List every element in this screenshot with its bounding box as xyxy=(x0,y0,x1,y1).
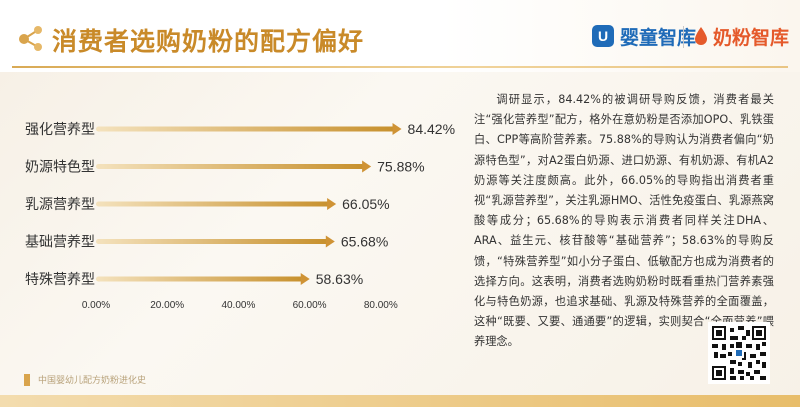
brand-secondary: 奶粉智库 xyxy=(695,22,789,50)
x-tick-label: 60.00% xyxy=(293,300,327,311)
bar-end-marker xyxy=(325,235,335,248)
value-label: 66.05% xyxy=(342,196,389,212)
category-label: 奶源特色型 xyxy=(25,159,95,176)
bar xyxy=(96,126,397,132)
value-label: 65.68% xyxy=(341,234,388,250)
share-nodes-icon xyxy=(19,26,42,51)
footer-marker xyxy=(24,373,30,386)
header-divider xyxy=(12,66,788,68)
value-label: 84.42% xyxy=(408,121,455,137)
bar xyxy=(96,201,332,207)
brand-secondary-text: 奶粉智库 xyxy=(713,27,790,49)
milk-drop-icon xyxy=(695,27,707,45)
qr-code-icon xyxy=(708,322,770,384)
category-label: 基础营养型 xyxy=(25,234,95,251)
bar-chart: 强化营养型 84.42% 奶源特色型 75.88% 乳源营养型 66.05% 基础营养型 65… xyxy=(8,82,458,382)
brand-primary: U 婴童智库 xyxy=(592,22,696,50)
page-title: 消费者选购奶粉的配方偏好 xyxy=(52,28,365,56)
analysis-paragraph: 调研显示，84.42%的被调研导购反馈，消费者最关注“强化营养型”配方，格外在意… xyxy=(474,93,774,349)
bar-chart-svg: 强化营养型 84.42% 奶源特色型 75.88% 乳源营养型 66.05% 基础营养型 65… xyxy=(25,121,455,311)
x-tick-label: 40.00% xyxy=(221,300,255,311)
bar-end-marker xyxy=(362,160,372,173)
bottom-accent-bar xyxy=(0,395,800,407)
x-tick-label: 0.00% xyxy=(82,300,110,311)
category-label: 乳源营养型 xyxy=(25,197,95,213)
value-label: 75.88% xyxy=(377,159,424,175)
bar-end-marker xyxy=(392,123,402,135)
category-label: 特殊营养型 xyxy=(25,272,95,288)
bar-end-marker xyxy=(327,198,337,210)
footer-text: 中国婴幼儿配方奶粉进化史 xyxy=(38,376,147,386)
value-label: 58.63% xyxy=(316,271,363,287)
x-tick-label: 20.00% xyxy=(150,300,184,311)
brand-primary-text: 婴童智库 xyxy=(620,27,697,49)
bar-end-marker xyxy=(300,273,310,285)
brand-primary-logo-icon: U xyxy=(592,25,614,47)
bar xyxy=(96,239,330,244)
header xyxy=(0,0,800,72)
bar xyxy=(96,164,367,169)
footer: 中国婴幼儿配方奶粉进化史 xyxy=(24,373,146,386)
x-tick-label: 80.00% xyxy=(364,300,398,311)
bar xyxy=(96,276,305,282)
category-label: 强化营养型 xyxy=(25,122,95,138)
brand-divider xyxy=(683,26,684,48)
